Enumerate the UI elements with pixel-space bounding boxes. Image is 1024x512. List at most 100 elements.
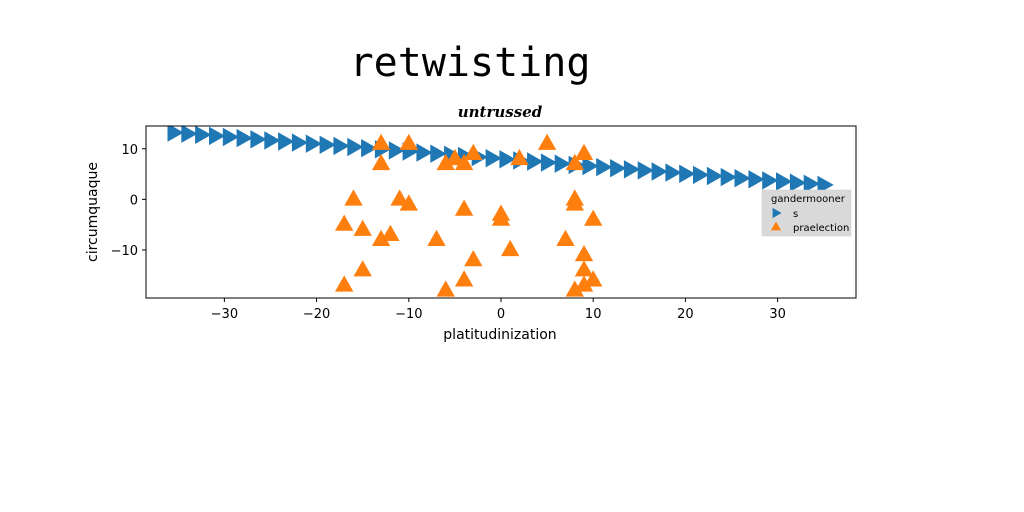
x-axis-label: platitudinization <box>443 327 556 343</box>
x-ticks: −30 −20 −10 0 10 20 30 <box>211 298 786 322</box>
data-point <box>789 173 807 192</box>
data-point <box>537 133 557 150</box>
data-point <box>278 132 295 151</box>
data-point <box>574 275 594 292</box>
data-point <box>454 270 474 287</box>
data-point <box>693 165 710 185</box>
data-point <box>427 229 446 246</box>
data-point <box>335 214 354 231</box>
data-point <box>464 143 483 160</box>
data-point <box>181 126 198 143</box>
chart-title: untrussed <box>458 103 543 121</box>
series-s <box>167 126 834 195</box>
data-point <box>319 135 336 154</box>
legend-label: s <box>793 209 798 220</box>
data-point <box>250 130 267 149</box>
x-tick-label: −20 <box>303 307 330 322</box>
data-point <box>491 209 511 226</box>
data-point <box>584 270 603 287</box>
legend-entry: praelection <box>770 221 849 234</box>
data-point <box>454 199 474 216</box>
figure-suptitle: retwisting <box>350 40 591 86</box>
data-point <box>651 162 668 181</box>
data-point <box>371 229 391 246</box>
legend: gandermooner s praelection <box>761 189 852 237</box>
data-point <box>665 163 682 182</box>
data-point <box>236 128 253 148</box>
series-praelection <box>335 133 603 297</box>
data-point <box>584 209 603 226</box>
data-point <box>485 149 502 168</box>
data-point <box>454 153 474 171</box>
x-tick-label: 0 <box>497 307 505 322</box>
data-point <box>264 131 281 150</box>
data-point <box>574 245 594 262</box>
data-point <box>734 169 751 188</box>
data-point <box>540 153 558 172</box>
data-point <box>381 224 400 241</box>
data-point <box>776 172 793 191</box>
data-point <box>554 154 571 173</box>
legend-marker <box>770 221 782 231</box>
y-tick-label: 0 <box>130 193 138 208</box>
data-point <box>445 148 465 166</box>
x-tick-label: −30 <box>211 307 238 322</box>
x-tick-label: 20 <box>677 307 694 322</box>
y-tick-label: −10 <box>111 244 138 259</box>
data-point <box>209 126 226 146</box>
data-point <box>464 250 483 267</box>
data-point <box>353 260 372 277</box>
data-point <box>706 166 724 186</box>
data-point <box>762 171 779 190</box>
data-point <box>388 141 405 160</box>
data-point <box>222 127 239 147</box>
data-point <box>371 153 391 171</box>
y-ticks: −10 0 10 <box>111 143 146 259</box>
data-point <box>195 126 212 144</box>
legend-marker <box>772 207 782 219</box>
legend-title: gandermooner <box>771 194 846 205</box>
data-point <box>565 280 584 297</box>
data-point <box>353 219 372 236</box>
data-point <box>333 136 350 156</box>
x-tick-label: 30 <box>769 307 786 322</box>
y-axis-label: circumquaque <box>85 162 101 262</box>
data-point <box>679 164 696 183</box>
data-point <box>556 229 575 246</box>
data-point <box>596 157 613 177</box>
data-point <box>637 161 654 180</box>
data-point <box>347 137 364 157</box>
data-point <box>167 126 184 142</box>
data-point <box>371 133 391 150</box>
data-point <box>610 159 627 178</box>
data-point <box>803 174 820 193</box>
data-point <box>499 150 516 169</box>
data-point <box>510 148 529 166</box>
data-point <box>399 133 418 150</box>
data-point <box>335 275 354 292</box>
data-point <box>817 175 834 195</box>
data-point <box>436 280 455 297</box>
legend-label: praelection <box>793 223 849 234</box>
plot-area: −30 −20 −10 0 10 20 30 −10 0 10 <box>111 125 857 322</box>
data-point <box>527 152 544 171</box>
data-point <box>565 153 584 171</box>
data-point <box>361 139 378 158</box>
x-tick-label: 10 <box>585 307 602 322</box>
data-point <box>305 134 322 153</box>
data-point <box>720 167 737 187</box>
legend-entry: s <box>772 207 798 220</box>
data-point <box>399 194 418 211</box>
data-point <box>574 260 594 277</box>
data-point <box>416 143 433 162</box>
y-tick-label: 10 <box>121 143 138 158</box>
data-point <box>574 143 594 160</box>
data-point <box>623 160 641 179</box>
data-point <box>430 144 447 163</box>
x-tick-label: −10 <box>395 307 422 322</box>
data-point <box>344 189 363 206</box>
data-point <box>565 194 584 211</box>
data-point <box>582 156 599 176</box>
data-point <box>748 170 765 189</box>
